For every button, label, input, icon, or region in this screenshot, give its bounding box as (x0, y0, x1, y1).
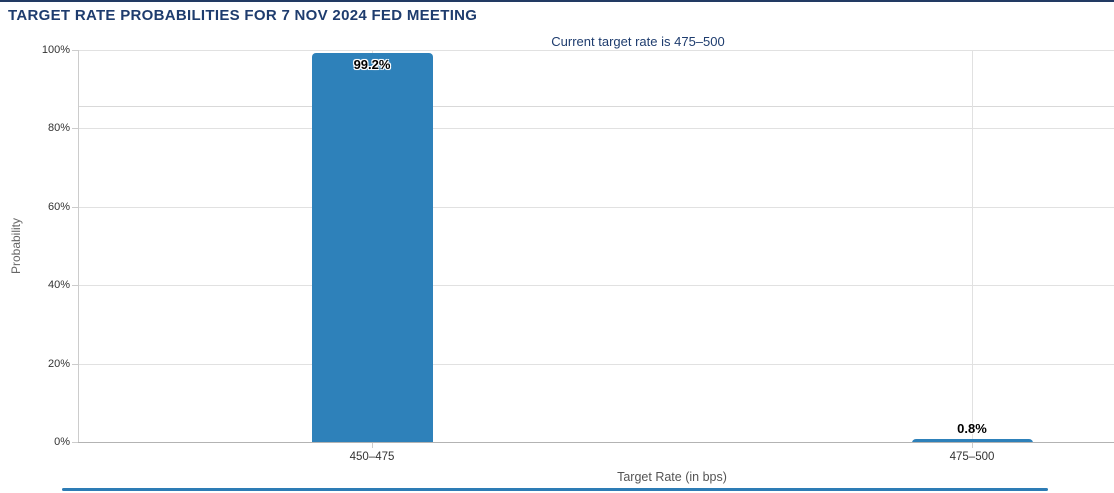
chart-title: TARGET RATE PROBABILITIES FOR 7 NOV 2024… (8, 7, 478, 24)
x-axis-line (78, 442, 1114, 443)
y-axis-tick (72, 207, 78, 208)
y-axis-tick (72, 364, 78, 365)
bottom-accent-line (62, 488, 1048, 491)
y-tick-label: 0% (54, 436, 70, 448)
y-gridline (79, 207, 1114, 208)
y-axis-tick (72, 442, 78, 443)
x-gridline (972, 50, 973, 442)
y-tick-label: 80% (47, 122, 70, 134)
y-gridline (79, 128, 1114, 129)
y-axis-tick (72, 50, 78, 51)
bar-value-label: 99.2% (353, 57, 391, 73)
y-axis-title: Probability (9, 217, 23, 275)
x-axis-tick (372, 443, 373, 448)
top-border-line (0, 0, 1114, 2)
x-tick-label: 475–500 (949, 451, 995, 463)
y-axis-tick (72, 128, 78, 129)
y-tick-label: 100% (41, 44, 70, 56)
chart-subtitle: Current target rate is 475–500 (551, 34, 725, 49)
x-axis-title: Target Rate (in bps) (617, 470, 727, 484)
unlabeled-gridline (79, 106, 1114, 107)
y-tick-label: 60% (47, 201, 70, 213)
y-gridline (79, 50, 1114, 51)
y-axis-tick (72, 285, 78, 286)
y-gridline (79, 285, 1114, 286)
bar-value-label: 0.8% (957, 420, 987, 436)
y-tick-label: 20% (47, 358, 70, 370)
bar-450-475[interactable] (311, 53, 433, 443)
y-tick-label: 40% (47, 279, 70, 291)
x-tick-label: 450–475 (349, 451, 395, 463)
y-gridline (79, 364, 1114, 365)
x-axis-tick (972, 443, 973, 448)
y-axis-line (78, 50, 79, 442)
bar-475-500[interactable] (911, 438, 1033, 443)
